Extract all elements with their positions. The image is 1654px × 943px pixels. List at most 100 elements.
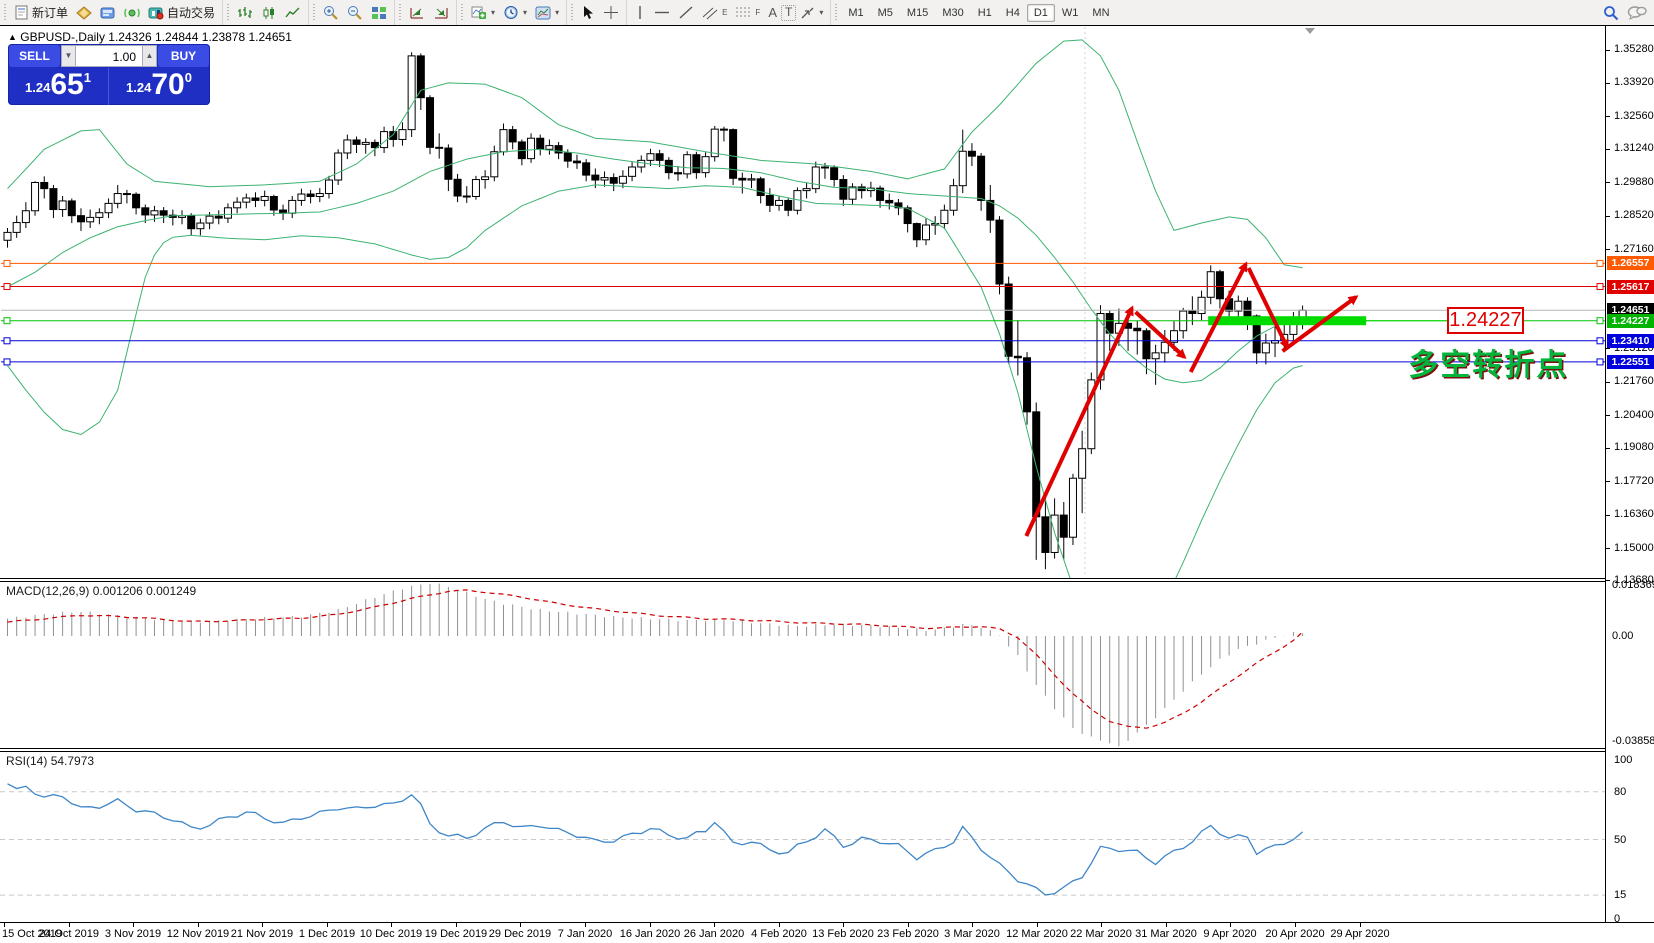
text-label-button[interactable]: T (780, 4, 797, 21)
candle-body[interactable] (1023, 357, 1032, 413)
candle-body[interactable] (710, 128, 719, 158)
candle-body[interactable] (1197, 296, 1206, 315)
search-button[interactable] (1599, 3, 1623, 23)
candle-body[interactable] (481, 176, 490, 181)
candle-body[interactable] (122, 193, 131, 196)
trend-arrow[interactable] (1246, 267, 1289, 350)
candle-body[interactable] (885, 199, 894, 204)
panel-divider-macd[interactable] (0, 578, 1654, 582)
candle-body[interactable] (86, 216, 95, 223)
candle-body[interactable] (288, 199, 297, 214)
support-zone-bar[interactable] (1208, 316, 1367, 326)
candle-body[interactable] (233, 201, 242, 209)
candle-body[interactable] (729, 129, 738, 179)
candle-body[interactable] (536, 137, 545, 150)
candle-body[interactable] (269, 195, 278, 211)
bar-chart-button[interactable] (233, 3, 257, 23)
candle-body[interactable] (435, 146, 444, 149)
candle-body[interactable] (1142, 330, 1151, 360)
candle-body[interactable] (1041, 516, 1050, 553)
candle-body[interactable] (811, 166, 820, 190)
candle-body[interactable] (416, 55, 425, 99)
candle-body[interactable] (1059, 514, 1068, 538)
candle-body[interactable] (618, 175, 627, 184)
chart-shift-marker[interactable] (1305, 28, 1315, 34)
trend-arrow[interactable] (1281, 295, 1359, 353)
candle-body[interactable] (242, 197, 251, 203)
buy-button[interactable]: BUY (158, 45, 209, 67)
candle-body[interactable] (582, 162, 591, 176)
new-order-button[interactable]: 新订单 (10, 3, 72, 23)
candle-body[interactable] (21, 210, 30, 224)
volume-down-button[interactable]: ▼ (61, 45, 76, 67)
candle-body[interactable] (784, 199, 793, 211)
candle-body[interactable] (628, 166, 637, 177)
candle-body[interactable] (104, 202, 113, 214)
timeframe-mn[interactable]: MN (1092, 6, 1110, 19)
candle-body[interactable] (58, 200, 67, 211)
timeframe-w1[interactable]: W1 (1061, 6, 1079, 19)
arrows-tool-button[interactable]: ▾ (796, 3, 827, 23)
timeframe-d1[interactable]: D1 (1026, 3, 1055, 22)
chat-button[interactable] (1623, 3, 1651, 23)
candle-body[interactable] (306, 193, 315, 197)
candle-body[interactable] (848, 186, 857, 200)
macd-panel[interactable] (0, 582, 1605, 748)
sell-price[interactable]: 1.24651 (8, 68, 109, 105)
candle-body[interactable] (1078, 448, 1087, 479)
volume-field[interactable]: 1.00 (76, 45, 142, 67)
candle-body[interactable] (223, 207, 232, 219)
candle-body[interactable] (637, 159, 646, 168)
candle-body[interactable] (554, 145, 563, 154)
zoom-out-button[interactable] (343, 3, 367, 23)
candle-body[interactable] (1261, 342, 1270, 354)
candle-body[interactable] (471, 179, 480, 197)
candle-body[interactable] (132, 193, 141, 209)
candle-body[interactable] (297, 193, 306, 201)
candle-body[interactable] (113, 193, 122, 204)
candle-body[interactable] (1133, 327, 1142, 332)
candle-body[interactable] (205, 215, 214, 224)
hline-handle[interactable] (3, 259, 11, 267)
candle-body[interactable] (159, 210, 168, 216)
candle-body[interactable] (802, 188, 811, 192)
candle-body[interactable] (1234, 300, 1243, 312)
candle-body[interactable] (324, 179, 333, 195)
candle-body[interactable] (343, 139, 352, 154)
sell-button[interactable]: SELL (9, 45, 60, 67)
fibonacci-button[interactable]: F (731, 3, 764, 23)
trendline-button[interactable] (674, 3, 698, 23)
candle-body[interactable] (1160, 341, 1169, 354)
candle-body[interactable] (683, 154, 692, 175)
crosshair-button[interactable] (599, 3, 623, 23)
candle-body[interactable] (490, 151, 499, 178)
hline-handle[interactable] (3, 358, 11, 366)
candle-body[interactable] (1013, 355, 1022, 359)
date-axis[interactable]: 15 Oct 2019 24 Oct 2019 3 Nov 2019 12 Nov 2… (0, 922, 1654, 943)
candle-body[interactable] (572, 160, 581, 164)
candle-body[interactable] (995, 219, 1004, 285)
candle-body[interactable] (674, 172, 683, 175)
chart-shift-button[interactable] (429, 3, 453, 23)
vertical-line-button[interactable] (630, 3, 650, 23)
timeframe-m1[interactable]: M1 (848, 6, 864, 19)
channel-button[interactable]: E (698, 3, 731, 23)
horizontal-line-button[interactable] (650, 3, 674, 23)
symbol-collapse-icon[interactable]: ▲ (8, 32, 17, 42)
trend-arrow[interactable] (1188, 261, 1248, 373)
candle-body[interactable] (545, 145, 554, 150)
candle-body[interactable] (499, 129, 508, 153)
candle-body[interactable] (1188, 310, 1197, 315)
candle-body[interactable] (1032, 411, 1041, 518)
hline-handle[interactable] (3, 317, 11, 325)
candle-body[interactable] (1151, 352, 1160, 360)
candle-body[interactable] (251, 197, 260, 201)
candle-body[interactable] (49, 188, 58, 211)
candle-body[interactable] (407, 55, 416, 131)
text-button[interactable]: A (768, 5, 777, 20)
candle-body[interactable] (839, 179, 848, 200)
zoom-in-button[interactable] (319, 3, 343, 23)
hline-handle[interactable] (1596, 337, 1604, 345)
candle-body[interactable] (214, 215, 223, 219)
candle-body[interactable] (1004, 283, 1013, 357)
